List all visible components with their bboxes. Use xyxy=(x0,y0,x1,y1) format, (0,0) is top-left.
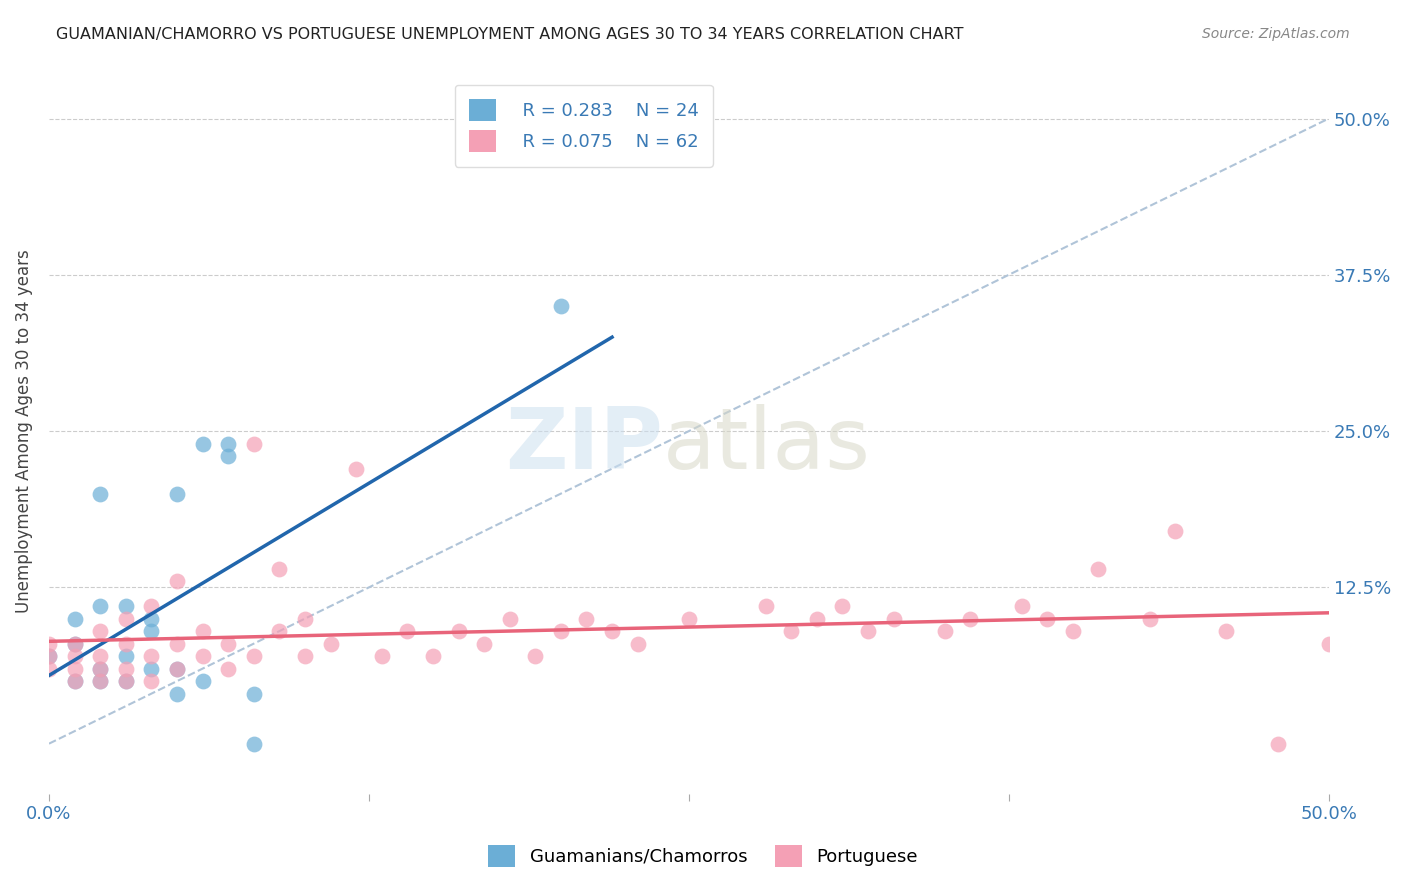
Point xyxy=(141,649,163,664)
Point xyxy=(166,574,188,588)
Point xyxy=(242,649,264,664)
Text: atlas: atlas xyxy=(664,404,872,487)
Point xyxy=(217,662,239,676)
Point xyxy=(447,624,470,639)
Point xyxy=(1036,612,1059,626)
Point xyxy=(1164,524,1187,538)
Point xyxy=(141,612,163,626)
Point xyxy=(883,612,905,626)
Point xyxy=(89,649,111,664)
Point xyxy=(114,637,136,651)
Point xyxy=(141,599,163,614)
Point xyxy=(831,599,853,614)
Point xyxy=(780,624,803,639)
Point xyxy=(856,624,879,639)
Point xyxy=(141,662,163,676)
Point xyxy=(63,662,86,676)
Point xyxy=(38,649,60,664)
Point xyxy=(217,436,239,450)
Point xyxy=(114,674,136,689)
Point xyxy=(1215,624,1237,639)
Point xyxy=(319,637,342,651)
Point xyxy=(269,624,291,639)
Point xyxy=(242,436,264,450)
Point xyxy=(1317,637,1340,651)
Point xyxy=(1062,624,1084,639)
Point xyxy=(959,612,981,626)
Legend: Guamanians/Chamorros, Portuguese: Guamanians/Chamorros, Portuguese xyxy=(481,838,925,874)
Point xyxy=(63,674,86,689)
Point xyxy=(114,612,136,626)
Point xyxy=(89,662,111,676)
Point xyxy=(63,637,86,651)
Point xyxy=(89,674,111,689)
Point xyxy=(89,599,111,614)
Point xyxy=(1139,612,1161,626)
Point xyxy=(63,637,86,651)
Point xyxy=(294,612,316,626)
Point xyxy=(89,486,111,500)
Point xyxy=(1087,561,1109,575)
Point xyxy=(63,649,86,664)
Point xyxy=(806,612,828,626)
Legend:   R = 0.283    N = 24,   R = 0.075    N = 62: R = 0.283 N = 24, R = 0.075 N = 62 xyxy=(454,85,713,167)
Point xyxy=(550,624,572,639)
Point xyxy=(38,649,60,664)
Point xyxy=(191,436,214,450)
Point xyxy=(191,624,214,639)
Point xyxy=(755,599,778,614)
Point xyxy=(217,637,239,651)
Point xyxy=(269,561,291,575)
Point xyxy=(600,624,623,639)
Text: GUAMANIAN/CHAMORRO VS PORTUGUESE UNEMPLOYMENT AMONG AGES 30 TO 34 YEARS CORRELAT: GUAMANIAN/CHAMORRO VS PORTUGUESE UNEMPLO… xyxy=(56,27,963,42)
Point xyxy=(191,649,214,664)
Point xyxy=(166,662,188,676)
Point xyxy=(191,674,214,689)
Text: Source: ZipAtlas.com: Source: ZipAtlas.com xyxy=(1202,27,1350,41)
Point xyxy=(114,599,136,614)
Point xyxy=(166,687,188,701)
Point xyxy=(422,649,444,664)
Point xyxy=(499,612,522,626)
Point xyxy=(166,486,188,500)
Text: ZIP: ZIP xyxy=(506,404,664,487)
Point xyxy=(89,624,111,639)
Point xyxy=(678,612,700,626)
Y-axis label: Unemployment Among Ages 30 to 34 years: Unemployment Among Ages 30 to 34 years xyxy=(15,249,32,613)
Point xyxy=(141,674,163,689)
Point xyxy=(550,299,572,313)
Point xyxy=(472,637,495,651)
Point xyxy=(217,449,239,463)
Point xyxy=(344,461,367,475)
Point xyxy=(575,612,598,626)
Point xyxy=(114,674,136,689)
Point xyxy=(242,737,264,751)
Point xyxy=(114,649,136,664)
Point xyxy=(38,637,60,651)
Point xyxy=(396,624,419,639)
Point xyxy=(141,624,163,639)
Point xyxy=(294,649,316,664)
Point xyxy=(89,662,111,676)
Point xyxy=(1011,599,1033,614)
Point xyxy=(524,649,547,664)
Point xyxy=(89,674,111,689)
Point xyxy=(63,612,86,626)
Point xyxy=(114,662,136,676)
Point xyxy=(166,662,188,676)
Point xyxy=(166,637,188,651)
Point xyxy=(934,624,956,639)
Point xyxy=(38,662,60,676)
Point xyxy=(63,674,86,689)
Point xyxy=(242,687,264,701)
Point xyxy=(627,637,650,651)
Point xyxy=(1267,737,1289,751)
Point xyxy=(370,649,392,664)
